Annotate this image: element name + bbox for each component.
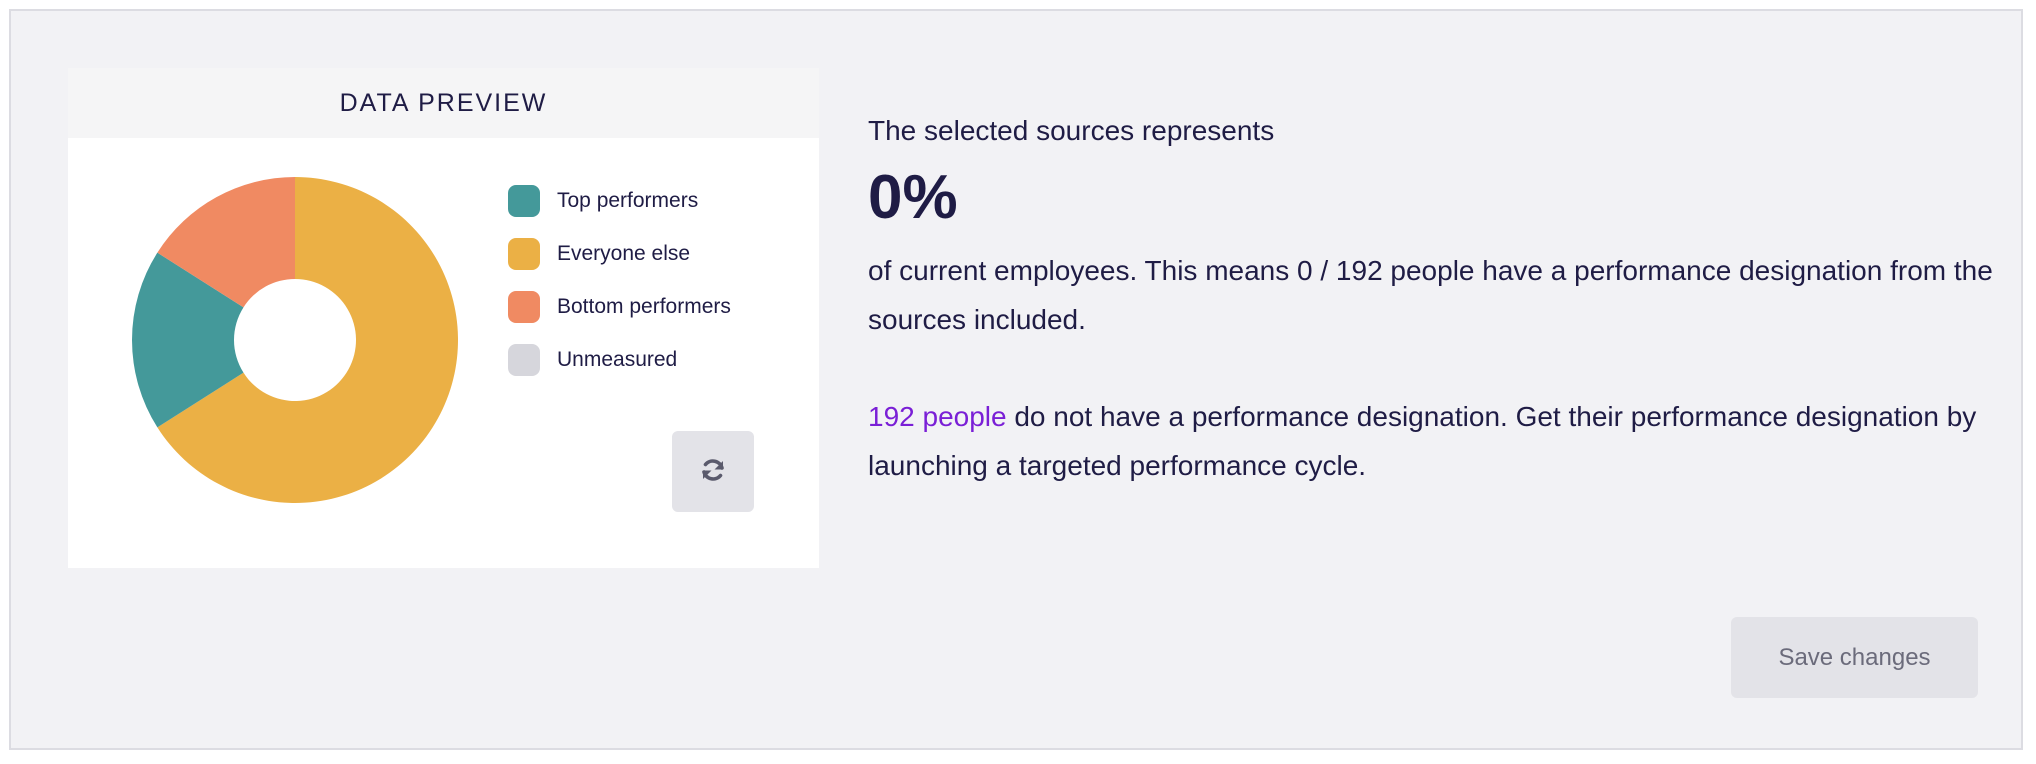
- legend-item-unmeasured: Unmeasured: [508, 333, 731, 386]
- legend-swatch-bottom-performers: [508, 290, 540, 323]
- data-preview-title: DATA PREVIEW: [68, 68, 819, 138]
- legend-label: Unmeasured: [557, 347, 678, 371]
- legend-swatch-unmeasured: [508, 343, 540, 376]
- coverage-summary: The selected sources represents 0% of cu…: [868, 111, 1998, 490]
- people-without-designation-link[interactable]: 192 people: [868, 401, 1007, 432]
- coverage-description: of current employees. This means 0 / 192…: [868, 255, 1993, 335]
- legend-item-top-performers: Top performers: [508, 174, 731, 227]
- summary-intro: The selected sources represents: [868, 115, 1275, 146]
- refresh-icon: [697, 454, 729, 489]
- missing-designation-text: 192 people do not have a performance des…: [868, 392, 1998, 490]
- missing-designation-message: do not have a performance designation. G…: [868, 401, 1977, 481]
- slice-everyone-else: [157, 177, 458, 504]
- performance-donut-chart: [132, 177, 458, 504]
- legend-label: Top performers: [557, 188, 699, 212]
- settings-panel: DATA PREVIEW Top performers Everyone els…: [9, 9, 2023, 750]
- chart-legend: Top performers Everyone else Bottom perf…: [508, 174, 731, 386]
- slice-top-performers: [132, 252, 244, 428]
- data-preview-card: DATA PREVIEW Top performers Everyone els…: [68, 68, 819, 568]
- save-changes-button[interactable]: Save changes: [1731, 617, 1978, 698]
- refresh-button[interactable]: [672, 431, 754, 512]
- coverage-percent: 0%: [868, 163, 958, 232]
- legend-label: Everyone else: [557, 241, 691, 265]
- legend-item-bottom-performers: Bottom performers: [508, 280, 731, 333]
- legend-item-everyone-else: Everyone else: [508, 227, 731, 280]
- legend-swatch-top-performers: [508, 184, 540, 217]
- legend-swatch-everyone-else: [508, 237, 540, 270]
- legend-label: Bottom performers: [557, 294, 731, 318]
- slice-bottom-performers: [157, 177, 295, 308]
